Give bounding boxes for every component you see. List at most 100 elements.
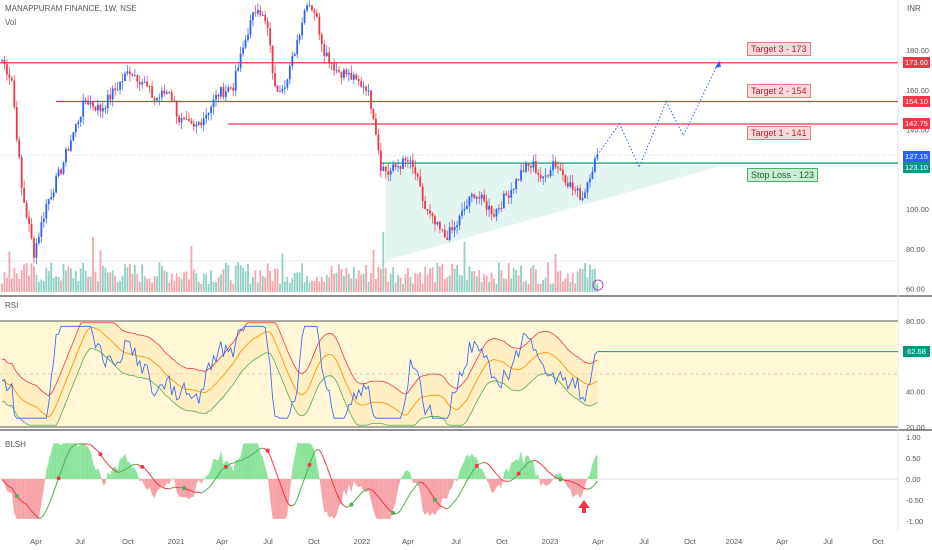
volume-bar	[470, 271, 473, 292]
blsh-area	[489, 479, 492, 493]
rsi-value-badge: 62.68	[903, 346, 930, 357]
time-tick-label: Jul	[451, 537, 461, 546]
candle-body	[347, 72, 350, 75]
candle-body	[131, 74, 134, 76]
blsh-signal	[154, 480, 158, 484]
blsh-area	[471, 453, 475, 479]
blsh-area	[452, 478, 455, 488]
blsh-signal	[513, 476, 517, 480]
blsh-signal	[540, 463, 544, 467]
candle-body	[13, 80, 16, 108]
candle-body	[315, 12, 318, 17]
volume-bar	[129, 263, 131, 292]
triangle-pattern	[385, 165, 723, 261]
candle-body	[25, 202, 28, 218]
volume-bar	[38, 282, 40, 292]
blsh-area	[80, 443, 84, 479]
volume-bar	[409, 276, 412, 292]
volume-bar	[581, 268, 584, 292]
blsh-signal	[149, 473, 153, 478]
blsh-signal	[363, 489, 367, 492]
blsh-area	[302, 443, 305, 479]
blsh-area	[166, 479, 170, 485]
blsh-signal	[501, 479, 505, 482]
candle-body	[579, 188, 581, 200]
volume-bar	[458, 274, 461, 292]
blsh-signal	[385, 505, 389, 510]
volume-bar	[47, 271, 50, 292]
blsh-signal	[220, 468, 224, 471]
volume-bar	[586, 277, 589, 292]
blsh-area	[528, 455, 531, 479]
blsh-area	[548, 479, 551, 485]
candle-body	[8, 74, 11, 78]
blsh-signal	[67, 447, 72, 453]
blsh-area	[24, 479, 27, 519]
candle-body	[525, 163, 527, 172]
candle-body	[473, 194, 476, 199]
candle-body	[498, 208, 500, 210]
blsh-signal	[274, 469, 278, 477]
blsh-area	[211, 458, 214, 479]
volume-bar	[89, 276, 92, 292]
blsh-area	[326, 479, 330, 519]
candle-body	[293, 54, 296, 56]
blsh-area	[132, 467, 135, 479]
blsh-area	[26, 479, 30, 519]
blsh-area	[587, 474, 590, 479]
blsh-signal	[301, 478, 306, 486]
blsh-area	[388, 479, 391, 519]
blsh-area	[223, 460, 226, 479]
volume-bar	[434, 282, 436, 292]
volume-bar	[343, 276, 345, 292]
volume-bar	[451, 264, 454, 292]
volume-bar	[161, 266, 163, 292]
volume-bar	[192, 269, 195, 292]
blsh-area	[243, 443, 246, 479]
candle-body	[222, 86, 225, 97]
blsh-signal	[33, 513, 37, 517]
candle-body	[561, 170, 564, 176]
volume-bar	[10, 278, 13, 292]
blsh-area	[9, 479, 12, 494]
blsh-area	[324, 479, 327, 513]
volume-bar	[210, 270, 212, 292]
candle-body	[434, 215, 436, 225]
blsh-tick-label: 0.00	[906, 475, 921, 484]
volume-bar	[131, 274, 134, 292]
candle-body	[244, 39, 247, 48]
volume-bar	[165, 272, 168, 292]
volume-bar	[357, 270, 360, 292]
blsh-area	[550, 479, 554, 483]
blsh-signal	[6, 484, 10, 488]
candle-body	[340, 71, 343, 78]
price-badge-target3: 173.60	[903, 57, 930, 68]
blsh-area	[203, 476, 207, 480]
volume-bar	[315, 276, 318, 292]
volume-bar	[217, 277, 220, 292]
blsh-area	[511, 461, 514, 479]
volume-bar	[87, 276, 89, 292]
volume-bar	[480, 281, 483, 292]
blsh-signal	[567, 480, 571, 482]
blsh-area	[102, 479, 106, 485]
candle-body	[261, 14, 264, 16]
blsh-area	[127, 461, 130, 479]
blsh-signal	[442, 506, 446, 509]
blsh-signal	[198, 491, 202, 494]
blsh-tick-label: 0.50	[906, 454, 921, 463]
blsh-area	[48, 451, 52, 479]
volume-bar	[296, 272, 299, 292]
candle-body	[372, 109, 375, 119]
blsh-area	[147, 479, 150, 491]
blsh-area	[115, 466, 118, 479]
volume-bar	[347, 273, 350, 292]
blsh-dot	[516, 471, 521, 476]
blsh-signal	[250, 453, 254, 456]
blsh-area	[417, 479, 421, 493]
blsh-area	[589, 464, 593, 479]
candle-body	[320, 34, 323, 45]
time-tick-label: 2022	[354, 537, 371, 546]
candle-body	[453, 227, 456, 231]
candle-body	[161, 90, 163, 98]
